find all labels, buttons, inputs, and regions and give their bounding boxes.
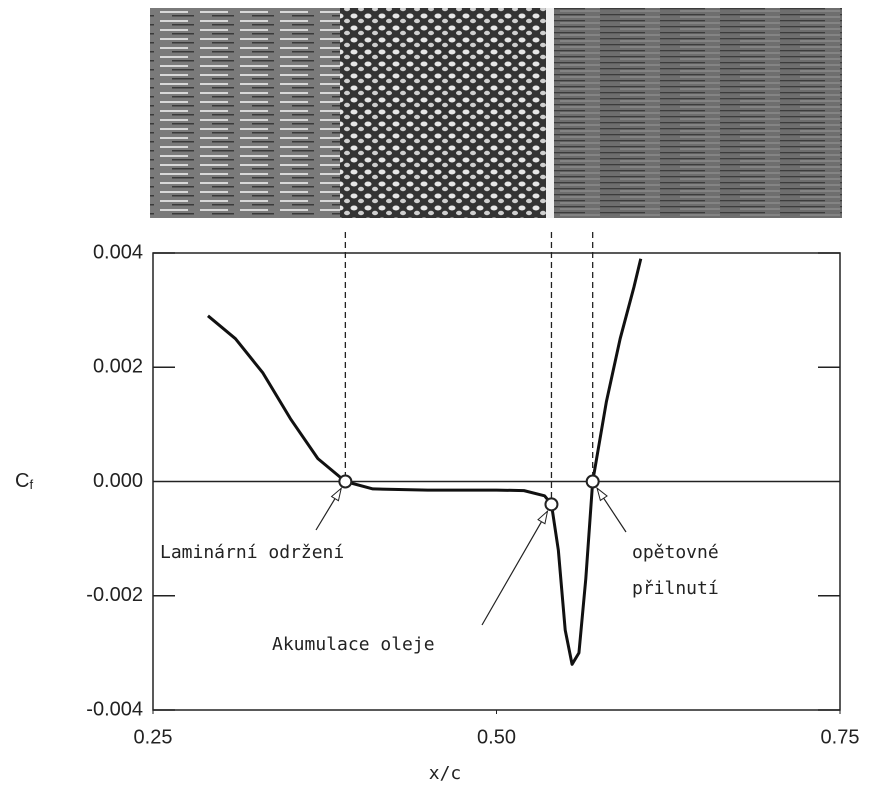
annotation: Akumulace oleje <box>272 634 435 655</box>
x-tick-label: 0.75 <box>821 726 860 748</box>
arrow <box>481 510 548 626</box>
x-axis-label: x/c <box>429 763 462 784</box>
y-tick-label: -0.004 <box>86 698 143 720</box>
point-marker <box>544 497 559 512</box>
annotation: opětovné <box>632 542 719 563</box>
point-marker <box>338 474 353 489</box>
arrow-head <box>330 486 343 502</box>
annotation: Laminární održení <box>160 542 344 563</box>
cf-curve <box>207 258 643 666</box>
point-marker <box>585 474 600 489</box>
arrow-head <box>537 509 549 525</box>
y-label-symbol: C <box>15 470 29 492</box>
annotation: přilnutí <box>632 578 719 599</box>
x-tick-label: 0.50 <box>477 726 516 748</box>
y-axis-label: Cf <box>15 470 33 492</box>
y-tick-label: 0.004 <box>93 241 143 263</box>
x-tick-label: 0.25 <box>134 726 173 748</box>
oil-flow-photo <box>150 8 842 218</box>
y-tick-label: 0.002 <box>93 356 143 378</box>
y-tick-label: -0.002 <box>86 584 143 606</box>
y-label-subscript: f <box>29 477 33 492</box>
y-tick-label: 0.000 <box>93 470 143 492</box>
arrow-head <box>596 486 608 502</box>
